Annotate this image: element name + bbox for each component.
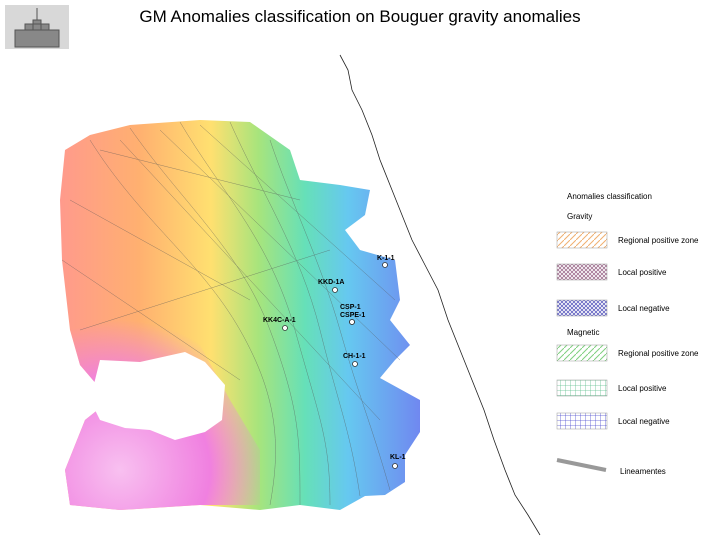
- lineament-swatch: [556, 458, 607, 472]
- well-marker: [382, 262, 388, 268]
- well-label: KK4C-A-1: [263, 317, 296, 324]
- legend-label: Lineamentes: [620, 467, 666, 476]
- legend-swatch: [556, 379, 608, 397]
- well-label: CSP-1: [340, 304, 361, 311]
- legend-label: Regional positive zone: [618, 349, 699, 358]
- well-label: K-1-1: [377, 255, 395, 262]
- well-marker: [332, 287, 338, 293]
- legend-swatch: [556, 299, 608, 317]
- legend-label: Local negative: [618, 417, 670, 426]
- legend-label: Local negative: [618, 304, 670, 313]
- well-marker: [282, 325, 288, 331]
- well-label: CH-1-1: [343, 353, 366, 360]
- legend-swatch: [556, 231, 608, 249]
- legend-label: Local positive: [618, 268, 667, 277]
- title: GM Anomalies classification on Bouguer g…: [139, 7, 580, 26]
- coastline: [339, 54, 541, 536]
- legend-title: Anomalies classification: [567, 192, 652, 201]
- logo: [5, 5, 69, 49]
- legend-group: Magnetic: [567, 328, 599, 337]
- legend-label: Regional positive zone: [618, 236, 699, 245]
- legend-label: Local positive: [618, 384, 667, 393]
- well-label: KL-1: [390, 454, 406, 461]
- well-marker: [392, 463, 398, 469]
- gravity-map: [60, 120, 420, 510]
- legend-swatch: [556, 263, 608, 281]
- well-label: CSPE-1: [340, 312, 365, 319]
- legend: Anomalies classification Gravity Regional …: [556, 192, 699, 476]
- well-marker: [352, 361, 358, 367]
- well-marker: [349, 319, 355, 325]
- legend-swatch: [556, 412, 608, 430]
- legend-group: Gravity: [567, 212, 592, 221]
- legend-swatch: [556, 344, 608, 362]
- well-label: KKD-1A: [318, 279, 344, 286]
